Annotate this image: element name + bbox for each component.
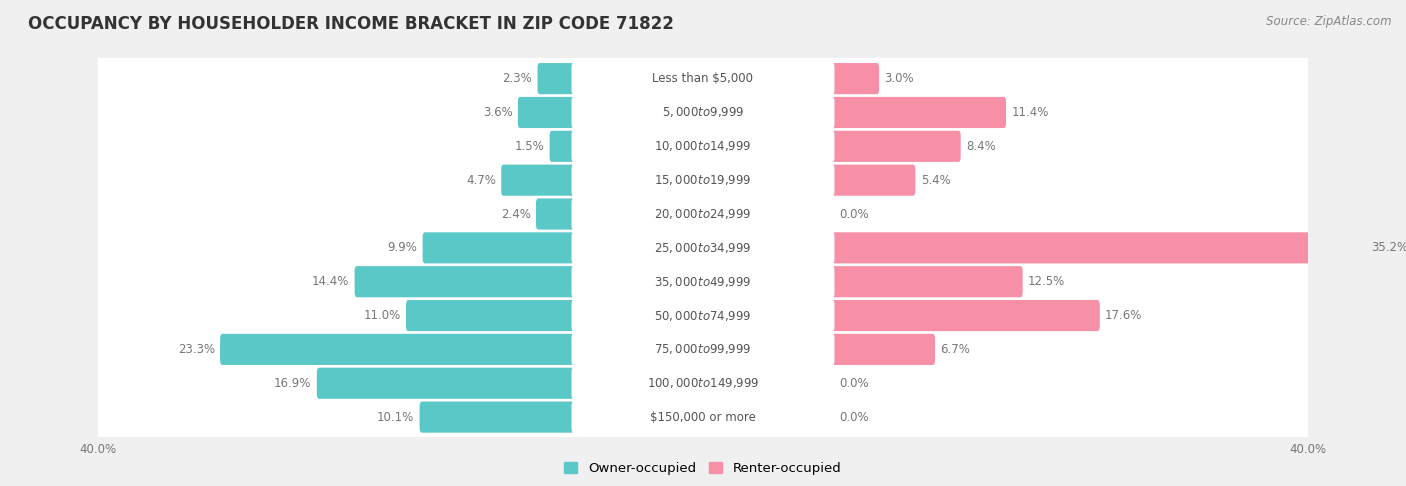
Text: $20,000 to $24,999: $20,000 to $24,999 — [654, 207, 752, 221]
Text: Less than $5,000: Less than $5,000 — [652, 72, 754, 85]
FancyBboxPatch shape — [571, 400, 835, 434]
FancyBboxPatch shape — [830, 63, 879, 94]
FancyBboxPatch shape — [571, 61, 835, 96]
Text: Source: ZipAtlas.com: Source: ZipAtlas.com — [1267, 15, 1392, 28]
Legend: Owner-occupied, Renter-occupied: Owner-occupied, Renter-occupied — [560, 456, 846, 480]
FancyBboxPatch shape — [537, 63, 576, 94]
FancyBboxPatch shape — [221, 334, 576, 365]
FancyBboxPatch shape — [830, 300, 1099, 331]
FancyBboxPatch shape — [571, 366, 835, 400]
Text: $25,000 to $34,999: $25,000 to $34,999 — [654, 241, 752, 255]
Text: 23.3%: 23.3% — [177, 343, 215, 356]
FancyBboxPatch shape — [571, 264, 835, 299]
Text: 10.1%: 10.1% — [377, 411, 415, 424]
Text: 14.4%: 14.4% — [312, 275, 349, 288]
FancyBboxPatch shape — [423, 232, 576, 263]
Text: $15,000 to $19,999: $15,000 to $19,999 — [654, 173, 752, 187]
FancyBboxPatch shape — [94, 54, 1312, 103]
Text: 0.0%: 0.0% — [839, 377, 869, 390]
FancyBboxPatch shape — [571, 298, 835, 333]
Text: 11.4%: 11.4% — [1011, 106, 1049, 119]
Text: 3.0%: 3.0% — [884, 72, 914, 85]
FancyBboxPatch shape — [830, 232, 1365, 263]
FancyBboxPatch shape — [94, 393, 1312, 442]
FancyBboxPatch shape — [830, 266, 1022, 297]
FancyBboxPatch shape — [406, 300, 576, 331]
FancyBboxPatch shape — [316, 368, 576, 399]
Text: 2.4%: 2.4% — [501, 208, 530, 221]
Text: 2.3%: 2.3% — [502, 72, 533, 85]
Text: $35,000 to $49,999: $35,000 to $49,999 — [654, 275, 752, 289]
FancyBboxPatch shape — [419, 401, 576, 433]
Text: 12.5%: 12.5% — [1028, 275, 1066, 288]
FancyBboxPatch shape — [536, 198, 576, 229]
FancyBboxPatch shape — [94, 122, 1312, 171]
Text: 5.4%: 5.4% — [921, 174, 950, 187]
FancyBboxPatch shape — [571, 129, 835, 164]
FancyBboxPatch shape — [501, 165, 576, 196]
Text: 0.0%: 0.0% — [839, 411, 869, 424]
FancyBboxPatch shape — [94, 359, 1312, 408]
FancyBboxPatch shape — [94, 224, 1312, 272]
Text: OCCUPANCY BY HOUSEHOLDER INCOME BRACKET IN ZIP CODE 71822: OCCUPANCY BY HOUSEHOLDER INCOME BRACKET … — [28, 15, 673, 33]
FancyBboxPatch shape — [354, 266, 576, 297]
Text: $10,000 to $14,999: $10,000 to $14,999 — [654, 139, 752, 153]
Text: 4.7%: 4.7% — [465, 174, 496, 187]
FancyBboxPatch shape — [550, 131, 576, 162]
FancyBboxPatch shape — [94, 190, 1312, 239]
FancyBboxPatch shape — [571, 230, 835, 265]
FancyBboxPatch shape — [94, 88, 1312, 137]
Text: 16.9%: 16.9% — [274, 377, 312, 390]
Text: 17.6%: 17.6% — [1105, 309, 1143, 322]
Text: $5,000 to $9,999: $5,000 to $9,999 — [662, 105, 744, 120]
Text: $150,000 or more: $150,000 or more — [650, 411, 756, 424]
Text: 11.0%: 11.0% — [364, 309, 401, 322]
FancyBboxPatch shape — [517, 97, 576, 128]
Text: 6.7%: 6.7% — [941, 343, 970, 356]
FancyBboxPatch shape — [94, 291, 1312, 340]
FancyBboxPatch shape — [830, 165, 915, 196]
FancyBboxPatch shape — [571, 332, 835, 366]
Text: 8.4%: 8.4% — [966, 140, 995, 153]
FancyBboxPatch shape — [830, 131, 960, 162]
Text: 9.9%: 9.9% — [388, 242, 418, 254]
Text: $75,000 to $99,999: $75,000 to $99,999 — [654, 343, 752, 356]
FancyBboxPatch shape — [571, 197, 835, 231]
Text: 1.5%: 1.5% — [515, 140, 544, 153]
FancyBboxPatch shape — [94, 156, 1312, 205]
Text: 35.2%: 35.2% — [1371, 242, 1406, 254]
FancyBboxPatch shape — [94, 257, 1312, 306]
Text: $50,000 to $74,999: $50,000 to $74,999 — [654, 309, 752, 323]
FancyBboxPatch shape — [571, 95, 835, 130]
Text: $100,000 to $149,999: $100,000 to $149,999 — [647, 376, 759, 390]
Text: 0.0%: 0.0% — [839, 208, 869, 221]
FancyBboxPatch shape — [94, 325, 1312, 374]
FancyBboxPatch shape — [571, 163, 835, 197]
FancyBboxPatch shape — [830, 334, 935, 365]
Text: 3.6%: 3.6% — [482, 106, 513, 119]
FancyBboxPatch shape — [830, 97, 1007, 128]
